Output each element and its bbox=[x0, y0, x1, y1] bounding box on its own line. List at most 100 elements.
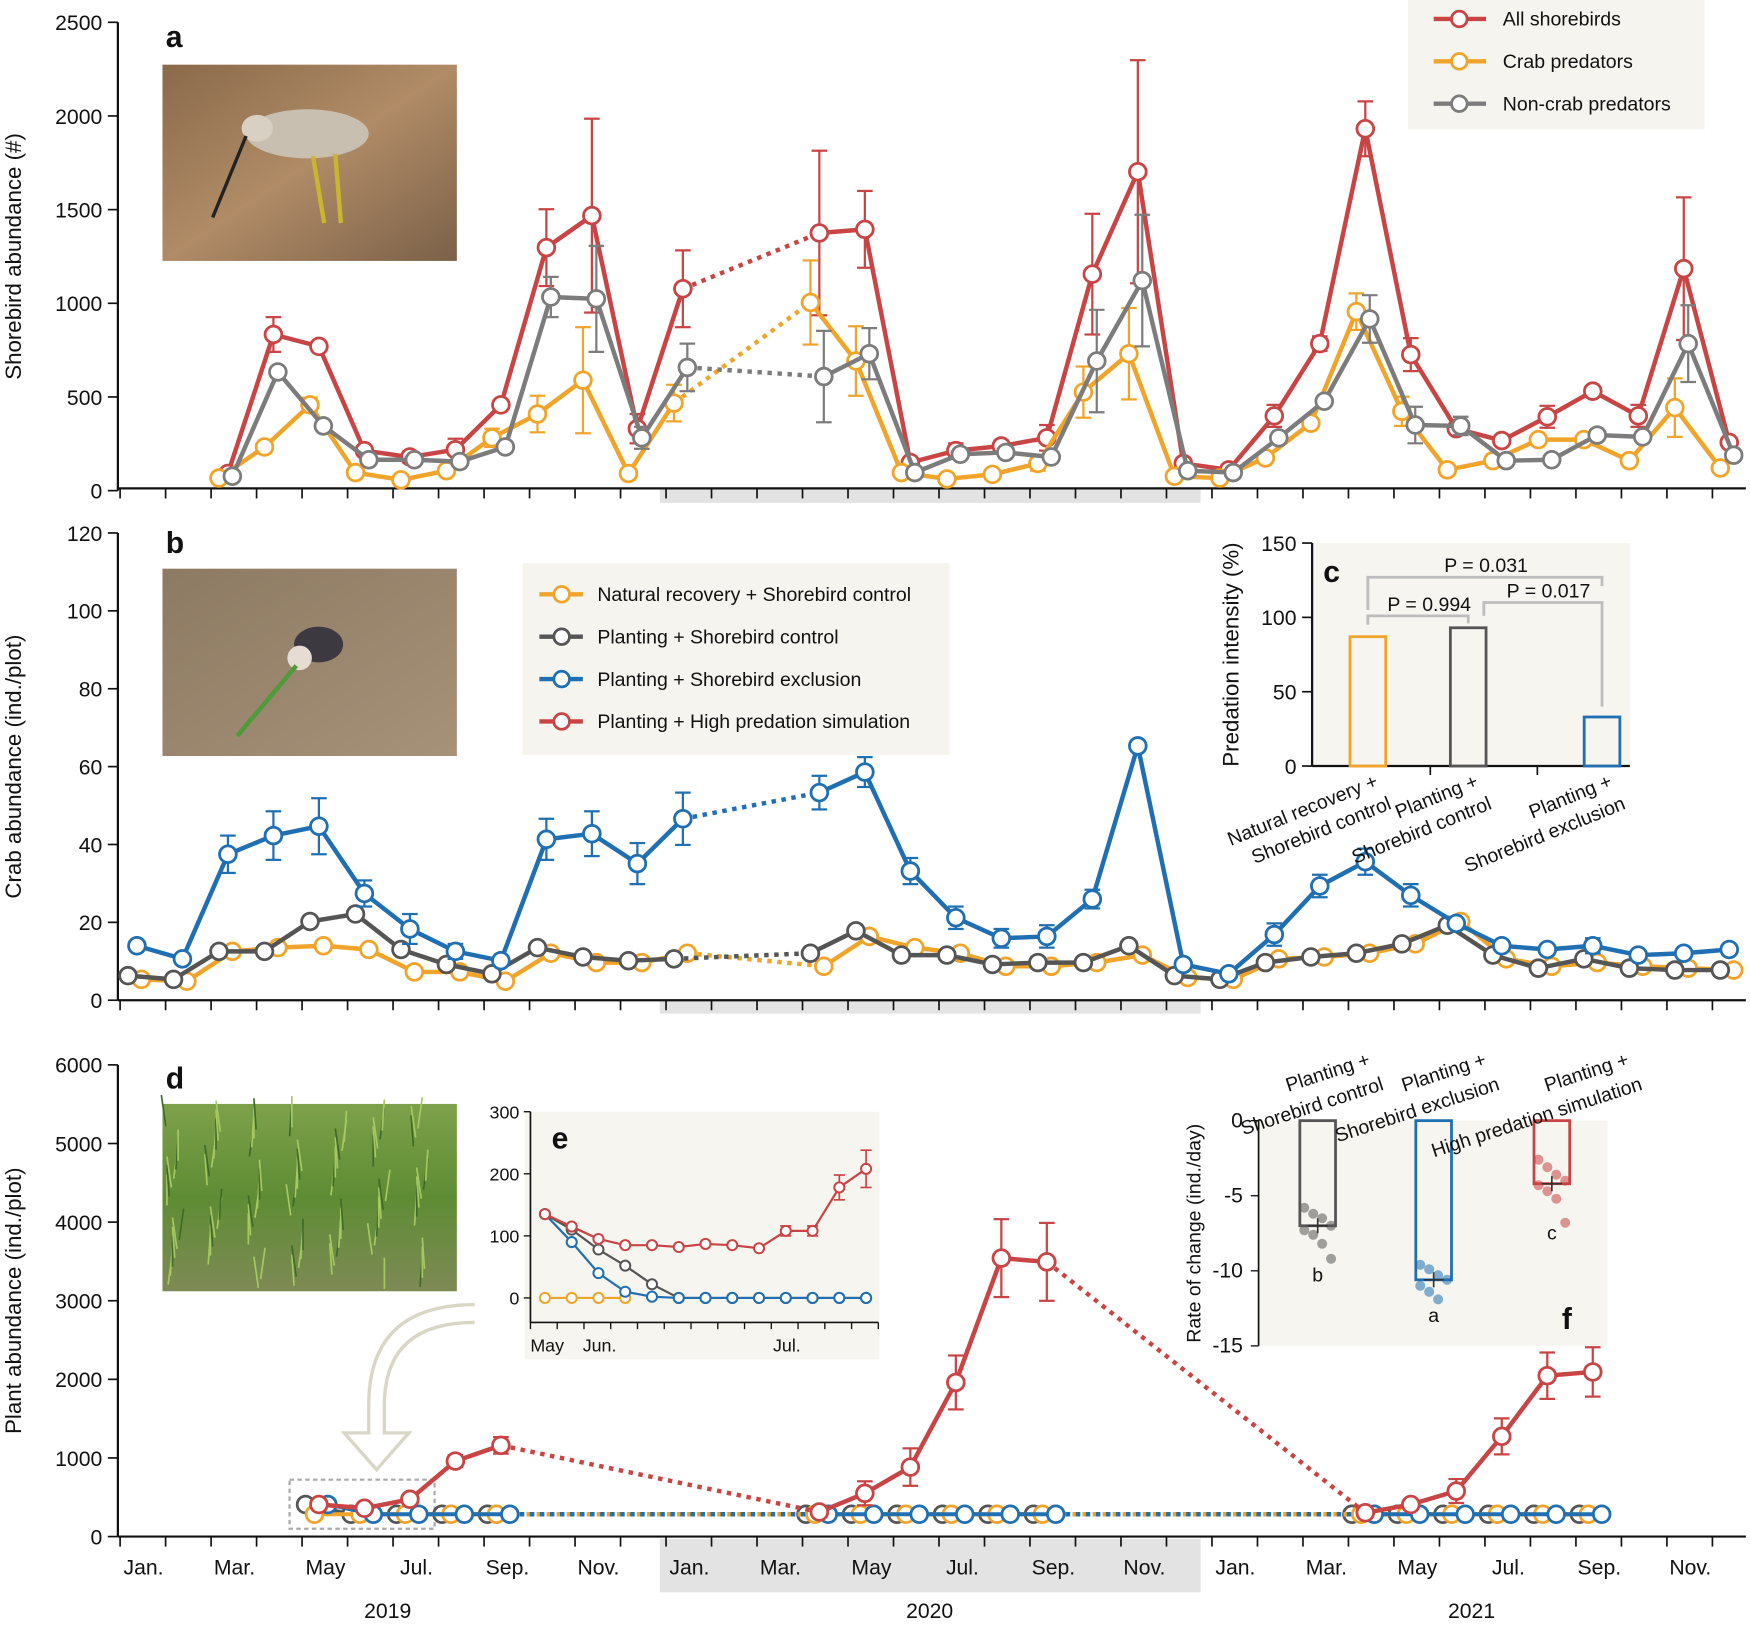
data-point bbox=[619, 1285, 632, 1298]
data-point bbox=[1583, 381, 1603, 401]
y-axis-label: Shorebird abundance (#) bbox=[1, 133, 26, 380]
line-segment bbox=[453, 403, 503, 452]
grass-blade bbox=[384, 1169, 391, 1202]
grass-blade bbox=[204, 1145, 211, 1177]
month-label: May bbox=[1397, 1556, 1437, 1579]
data-point bbox=[445, 941, 466, 962]
legend-label: Non-crab predators bbox=[1503, 93, 1671, 115]
data-point bbox=[1628, 945, 1649, 965]
data-point bbox=[699, 1291, 712, 1304]
legend-marker bbox=[1450, 9, 1469, 29]
data-point bbox=[619, 1239, 632, 1252]
data-point bbox=[833, 1181, 846, 1194]
grass-blade bbox=[343, 1110, 348, 1142]
dotted-gap-segment bbox=[687, 365, 824, 379]
data-point bbox=[814, 366, 834, 387]
grass-blade bbox=[377, 1187, 382, 1219]
significance-letter: b bbox=[1312, 1265, 1323, 1287]
data-point bbox=[645, 1290, 659, 1303]
data-point bbox=[118, 965, 138, 986]
data-point bbox=[859, 343, 880, 364]
data-point bbox=[618, 950, 639, 971]
month-label: Nov. bbox=[1123, 1556, 1165, 1579]
data-point bbox=[618, 463, 639, 484]
data-point bbox=[632, 428, 652, 448]
data-point bbox=[1492, 936, 1512, 956]
data-point bbox=[345, 462, 366, 483]
line-segment bbox=[1673, 406, 1723, 470]
y-tick-label: -15 bbox=[1212, 1335, 1243, 1358]
panel-label-f: f bbox=[1562, 1303, 1573, 1336]
line-segment bbox=[1686, 342, 1736, 457]
data-point bbox=[726, 1291, 739, 1304]
line-segment bbox=[230, 371, 280, 478]
data-point bbox=[809, 1502, 830, 1522]
data-point bbox=[391, 470, 411, 490]
month-label: Jan. bbox=[669, 1556, 709, 1579]
y-tick-label: 100 bbox=[1261, 607, 1296, 630]
data-point bbox=[1628, 406, 1649, 426]
data-point bbox=[1355, 119, 1376, 139]
data-point bbox=[436, 954, 457, 975]
shaded-2020-band bbox=[659, 489, 1201, 503]
line-segment bbox=[811, 1186, 841, 1232]
data-point bbox=[582, 205, 602, 226]
data-point bbox=[1710, 458, 1731, 478]
data-point bbox=[645, 1239, 659, 1252]
legend-label: Planting + Shorebird control bbox=[597, 626, 838, 648]
y-tick-label: 5000 bbox=[55, 1133, 102, 1156]
zoom-region-box bbox=[288, 1478, 436, 1530]
data-point bbox=[309, 336, 329, 357]
data-point bbox=[536, 829, 557, 850]
grass-blade bbox=[290, 1254, 295, 1286]
grass-blade bbox=[218, 1188, 223, 1220]
data-point bbox=[1301, 947, 1321, 967]
data-point bbox=[900, 1457, 921, 1477]
individual-point bbox=[1424, 1286, 1435, 1297]
data-point bbox=[1037, 1252, 1057, 1272]
bar-1 bbox=[1448, 626, 1488, 768]
data-point bbox=[677, 357, 698, 378]
y-tick-label: 100 bbox=[67, 601, 102, 624]
data-point bbox=[1619, 450, 1640, 471]
data-point bbox=[482, 428, 502, 448]
data-point bbox=[1401, 885, 1421, 906]
data-point bbox=[1269, 428, 1289, 448]
data-point bbox=[536, 237, 557, 258]
data-point bbox=[592, 1267, 605, 1280]
grass-blade bbox=[366, 1223, 373, 1255]
panel-a-non-crab-predators-series bbox=[222, 213, 1744, 486]
month-label: Sep. bbox=[1032, 1556, 1076, 1579]
individual-point bbox=[1533, 1154, 1544, 1165]
grass-blade bbox=[372, 1126, 377, 1158]
inset-e-background bbox=[524, 1111, 880, 1360]
individual-point bbox=[1542, 1186, 1553, 1197]
data-point bbox=[1219, 964, 1239, 984]
data-point bbox=[1173, 954, 1194, 975]
individual-point bbox=[1533, 1180, 1544, 1191]
data-point bbox=[313, 936, 334, 956]
data-point bbox=[1537, 939, 1558, 960]
grass-blade bbox=[166, 1165, 170, 1197]
data-point bbox=[1041, 447, 1062, 467]
individual-point bbox=[1424, 1264, 1435, 1275]
data-point bbox=[565, 1236, 578, 1249]
legend-marker bbox=[552, 627, 571, 646]
data-point bbox=[1528, 429, 1549, 450]
line-segment bbox=[316, 345, 367, 452]
data-point bbox=[1455, 1504, 1475, 1525]
significance-letter: c bbox=[1547, 1222, 1557, 1244]
legend-label: Planting + Shorebird exclusion bbox=[597, 669, 861, 691]
data-point bbox=[359, 939, 379, 960]
data-point bbox=[664, 949, 684, 969]
month-label: May bbox=[305, 1556, 345, 1579]
panel-e-series bbox=[538, 1208, 873, 1304]
data-point bbox=[263, 825, 284, 846]
year-label: 2020 bbox=[906, 1600, 953, 1623]
data-point bbox=[982, 464, 1003, 485]
y-tick-label: 0 bbox=[1231, 1109, 1243, 1132]
line-segment bbox=[862, 771, 913, 872]
y-axis-label: Plant abundance (ind./plot) bbox=[1, 1167, 26, 1434]
data-point bbox=[855, 762, 875, 782]
data-point bbox=[445, 1451, 466, 1471]
